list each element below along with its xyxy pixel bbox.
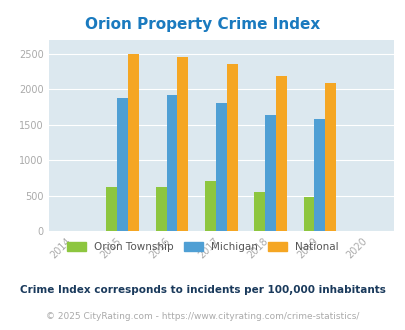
- Bar: [128, 54, 139, 231]
- Bar: [177, 57, 188, 231]
- Bar: [275, 76, 286, 231]
- Bar: [226, 64, 237, 231]
- Bar: [166, 95, 177, 231]
- Bar: [156, 187, 166, 231]
- Bar: [205, 182, 215, 231]
- Bar: [264, 115, 275, 231]
- Text: Crime Index corresponds to incidents per 100,000 inhabitants: Crime Index corresponds to incidents per…: [20, 285, 385, 295]
- Bar: [117, 98, 128, 231]
- Bar: [324, 83, 335, 231]
- Text: © 2025 CityRating.com - https://www.cityrating.com/crime-statistics/: © 2025 CityRating.com - https://www.city…: [46, 312, 359, 321]
- Text: Orion Property Crime Index: Orion Property Crime Index: [85, 16, 320, 31]
- Bar: [314, 119, 324, 231]
- Bar: [254, 192, 264, 231]
- Bar: [303, 197, 314, 231]
- Bar: [106, 187, 117, 231]
- Bar: [215, 103, 226, 231]
- Legend: Orion Township, Michigan, National: Orion Township, Michigan, National: [67, 242, 338, 252]
